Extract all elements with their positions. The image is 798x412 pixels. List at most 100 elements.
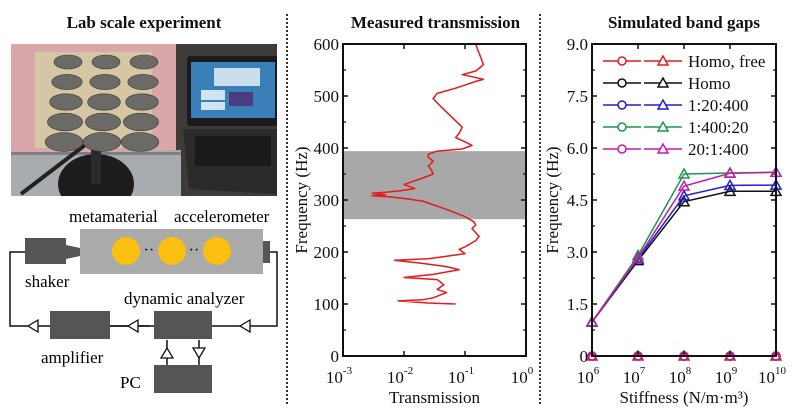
legend-circle-marker	[617, 78, 627, 88]
x-tick-base: 10	[669, 368, 686, 387]
ellipsis-dots: ··	[144, 242, 155, 259]
sample-disc	[87, 93, 121, 111]
triangle-marker	[631, 251, 645, 263]
y-tick-label: 4.5	[567, 191, 588, 210]
divider-right	[539, 14, 541, 404]
y-tick-label: 400	[314, 139, 340, 158]
sample-disc	[129, 54, 159, 70]
label-accelerometer: accelerometer	[174, 207, 270, 226]
legend-entry: Homo, free	[603, 52, 765, 71]
accelerometer-box	[263, 241, 270, 263]
triangle-marker	[677, 179, 691, 191]
y-tick-label: 3.0	[567, 243, 588, 262]
y-tick-label: 200	[314, 243, 340, 262]
y-tick-label: 0	[331, 347, 340, 366]
y-tick-label: 500	[314, 87, 340, 106]
x-tick-label: 10-3	[326, 365, 353, 387]
x-tick-base: 10	[326, 368, 343, 387]
shaker-box	[25, 238, 66, 264]
sample-disc	[125, 93, 159, 111]
x-axis-label: Transmission	[389, 388, 481, 407]
schematic-diagram: ·· ·· metamaterial accelerometer shaker …	[9, 207, 278, 393]
legend-label: 1:400:20	[688, 118, 748, 137]
legend-triangle-marker	[656, 54, 670, 66]
sample-disc	[49, 93, 83, 111]
label-amplifier: amplifier	[41, 348, 104, 367]
x-tick-exponent: -1	[465, 365, 474, 377]
triangle-marker	[723, 178, 737, 191]
triangle-marker	[677, 167, 691, 179]
label-metamaterial: metamaterial	[69, 207, 158, 226]
x-tick-base: 10	[387, 368, 404, 387]
x-tick-exponent: 8	[686, 365, 692, 377]
band-gap-shading	[343, 151, 526, 220]
legend-entry: 20:1:400	[603, 140, 748, 159]
photo-discs	[44, 54, 160, 152]
label-dynamic-analyzer: dynamic analyzer	[124, 289, 245, 308]
series-line-upper	[591, 190, 776, 323]
sample-disc	[89, 74, 121, 90]
y-tick-label: 7.5	[567, 87, 588, 106]
legend-entry: 1:400:20	[603, 118, 748, 137]
x-tick-label: 100	[511, 365, 534, 387]
series-line-upper	[591, 171, 777, 323]
legend-entry: Homo	[603, 74, 731, 93]
divider-left	[286, 14, 288, 404]
arrow-pc-to-analyzer-icon	[159, 346, 175, 359]
lab-photo	[11, 44, 277, 196]
x-axis-label: Stiffness (N/m·m³)	[620, 388, 749, 407]
triangle-marker	[723, 166, 737, 179]
sample-disc	[53, 54, 83, 70]
y-tick-label: 0	[580, 347, 589, 366]
x-tick-label: 10-2	[387, 365, 413, 387]
y-tick-label: 1.5	[567, 295, 588, 314]
y-tick-label: 9.0	[567, 35, 588, 54]
transmission-curve	[371, 43, 485, 305]
x-tick-exponent: 6	[594, 365, 600, 377]
x-tick-label: 108	[669, 365, 692, 387]
legend-circle-marker	[617, 56, 627, 66]
sample-disc	[91, 54, 121, 70]
sample-disc	[44, 132, 84, 152]
y-axis-label: Frequency (Hz)	[292, 146, 311, 253]
sample-disc	[82, 132, 122, 152]
x-tick-base: 10	[448, 368, 465, 387]
x-tick-exponent: 7	[640, 365, 646, 377]
x-tick-label: 1010	[758, 365, 787, 387]
x-tick-base: 10	[758, 368, 775, 387]
arrow-analyzer-to-pc-icon	[191, 347, 207, 360]
legend-label: 20:1:400	[688, 140, 748, 159]
y-tick-label: 6.0	[567, 139, 588, 158]
arrow-to-analyzer-icon	[238, 318, 251, 334]
x-tick-label: 107	[623, 365, 646, 387]
arrow-to-amplifier-icon	[126, 318, 139, 334]
label-shaker: shaker	[25, 272, 70, 291]
sample-disc	[47, 112, 83, 132]
panel-title-measured-transmission: Measured transmission	[350, 13, 521, 32]
legend-label: Homo, free	[688, 52, 765, 71]
label-pc: PC	[120, 373, 141, 392]
legend-triangle-marker	[656, 98, 670, 110]
legend-triangle-marker	[656, 142, 670, 154]
legend-circle-marker	[617, 122, 627, 132]
triangle-marker	[677, 189, 691, 201]
inclusion-circle	[112, 237, 140, 265]
x-tick-exponent: -2	[404, 365, 413, 377]
inclusion-circle	[203, 237, 231, 265]
sample-disc	[127, 74, 159, 90]
x-tick-base: 10	[577, 368, 594, 387]
y-axis-label: Frequency (Hz)	[543, 146, 562, 253]
x-tick-base: 10	[511, 368, 528, 387]
legend-entry: 1:20:400	[603, 96, 748, 115]
sample-disc	[123, 112, 159, 132]
panel-title-lab-experiment: Lab scale experiment	[66, 13, 222, 32]
legend-triangle-marker	[656, 120, 670, 132]
triangle-marker	[677, 195, 691, 207]
y-tick-label: 300	[314, 191, 340, 210]
x-tick-label: 109	[715, 365, 738, 387]
sample-disc	[120, 132, 160, 152]
x-tick-base: 10	[715, 368, 732, 387]
triangle-marker	[723, 184, 737, 197]
